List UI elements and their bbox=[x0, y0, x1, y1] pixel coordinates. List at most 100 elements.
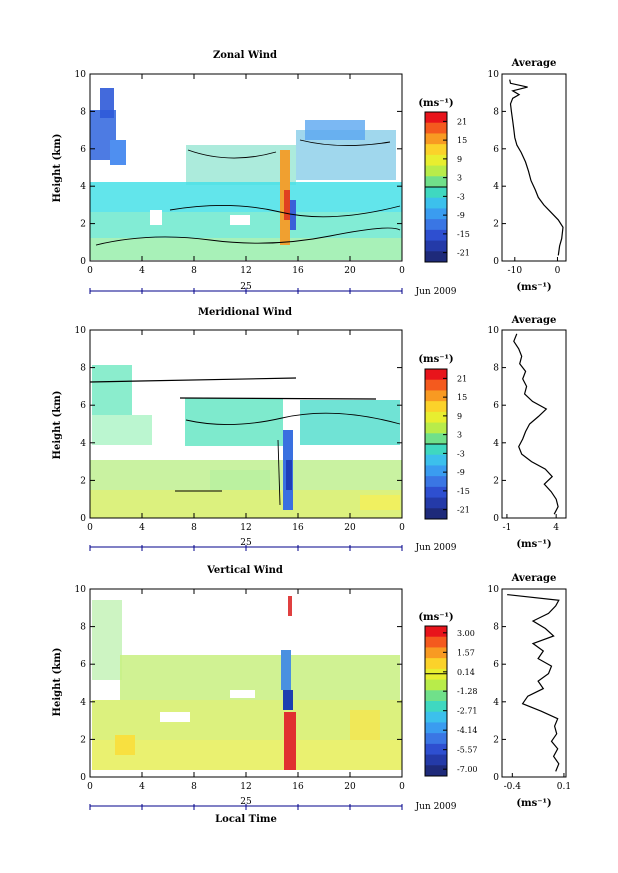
x-tick-label: 4 bbox=[139, 266, 145, 276]
average-profile-line bbox=[509, 79, 564, 256]
colorbar-frame bbox=[424, 625, 448, 777]
colorbar-tick-label: -9 bbox=[457, 468, 465, 477]
colorbar-tick-label: 1.57 bbox=[457, 648, 475, 657]
meridional-wind-ylabel: Height (km) bbox=[52, 391, 63, 460]
y-tick-label: 0 bbox=[80, 514, 86, 524]
colorbar-tick-label: 3.00 bbox=[457, 629, 475, 638]
avg-y-tick-label: 2 bbox=[493, 220, 499, 230]
vertical-wind-ylabel: Height (km) bbox=[52, 648, 63, 717]
avg-x-tick-label: -0.4 bbox=[504, 782, 522, 792]
y-tick-label: 8 bbox=[80, 364, 86, 374]
colorbar-swatch bbox=[425, 711, 447, 723]
vertical-wind-colorbar-unit: (ms⁻¹) bbox=[418, 612, 453, 623]
x-tick-label: 20 bbox=[344, 266, 356, 276]
y-tick-label: 6 bbox=[80, 401, 86, 411]
zonal-wind-average-frame bbox=[501, 73, 567, 262]
x-tick-label: 8 bbox=[191, 523, 197, 533]
colorbar-tick-label: -21 bbox=[457, 249, 470, 258]
vertical-wind-colorbar: 3.00 1.57 0.14 -1.28 -2.71 -4.14 -5.57 -7.00 bbox=[424, 625, 478, 777]
meridional-wind-colorbar-unit: (ms⁻¹) bbox=[418, 354, 453, 365]
y-tick-label: 10 bbox=[75, 585, 87, 595]
avg-y-tick-label: 4 bbox=[493, 698, 499, 708]
x-tick-label: 4 bbox=[139, 782, 145, 792]
colorbar-swatch bbox=[425, 240, 447, 252]
colorbar-swatch bbox=[425, 690, 447, 702]
x-tick-label: 0 bbox=[399, 523, 405, 533]
colorbar-swatch bbox=[425, 636, 447, 648]
colorbar-tick-label: -3 bbox=[457, 192, 465, 201]
y-tick-label: 6 bbox=[80, 145, 86, 155]
x-tick-label: 12 bbox=[240, 266, 251, 276]
avg-y-tick-label: 10 bbox=[488, 326, 500, 336]
avg-x-tick-label: 4 bbox=[553, 523, 559, 533]
x-tick-label: 12 bbox=[240, 523, 251, 533]
y-tick-label: 0 bbox=[80, 773, 86, 783]
avg-y-tick-label: 0 bbox=[493, 773, 499, 783]
colorbar-swatch bbox=[425, 626, 447, 638]
avg-x-tick-label: 0 bbox=[555, 266, 561, 276]
meridional-wind-date-label: Jun 2009 bbox=[415, 543, 457, 553]
zonal-wind-x-ticks: 0 4 8 12 16 20 0 bbox=[87, 74, 405, 294]
zonal-wind-date-label: Jun 2009 bbox=[415, 287, 457, 297]
y-tick-label: 2 bbox=[80, 476, 86, 486]
y-tick-label: 0 bbox=[80, 257, 86, 267]
colorbar-swatch bbox=[425, 679, 447, 691]
avg-y-tick-label: 10 bbox=[488, 70, 500, 80]
x-tick-label: 16 bbox=[292, 266, 304, 276]
colorbar-swatch bbox=[425, 658, 447, 670]
meridional-wind-average-title: Average bbox=[511, 315, 557, 326]
colorbar-tick-label: -2.71 bbox=[457, 707, 478, 716]
colorbar-swatch bbox=[425, 765, 447, 777]
colorbar-swatch bbox=[425, 112, 447, 124]
average-profile-line bbox=[507, 594, 560, 772]
avg-y-tick-label: 8 bbox=[493, 623, 499, 633]
colorbar-tick-label: -21 bbox=[457, 506, 470, 515]
vertical-wind-heatmap bbox=[92, 596, 402, 770]
vertical-wind-average-frame bbox=[501, 588, 567, 778]
colorbar-swatch bbox=[425, 133, 447, 145]
avg-y-tick-label: 6 bbox=[493, 401, 499, 411]
colorbar-tick-label: 3 bbox=[457, 174, 462, 183]
avg-x-tick-label: 0.1 bbox=[557, 782, 571, 792]
avg-x-tick-label: -10 bbox=[508, 266, 523, 276]
colorbar-swatch bbox=[425, 476, 447, 488]
zonal-wind-heatmap bbox=[90, 88, 402, 260]
colorbar-tick-label: 9 bbox=[457, 155, 462, 164]
colorbar-tick-label: -5.57 bbox=[457, 746, 478, 755]
colorbar-swatch bbox=[425, 219, 447, 231]
y-tick-label: 2 bbox=[80, 220, 86, 230]
vertical-wind-average-title: Average bbox=[511, 573, 557, 584]
avg-y-tick-label: 2 bbox=[493, 735, 499, 745]
x-tick-label: 16 bbox=[292, 523, 304, 533]
colorbar-swatch bbox=[425, 743, 447, 756]
x-tick-label: 20 bbox=[344, 782, 356, 792]
vertical-wind-day-label: 25 bbox=[240, 797, 252, 807]
colorbar-swatch bbox=[425, 379, 447, 391]
zonal-wind-panel: Zonal Wind Height (km) 0 4 8 12 16 20 0 0 02 24 4… bbox=[52, 50, 567, 297]
colorbar-tick-label: -3 bbox=[457, 449, 465, 458]
x-tick-label: 16 bbox=[292, 782, 304, 792]
colorbar-swatch bbox=[425, 508, 447, 520]
colorbar-swatch bbox=[425, 722, 447, 734]
colorbar-swatch bbox=[425, 486, 447, 499]
colorbar-tick-label: -15 bbox=[457, 230, 470, 239]
colorbar-swatch bbox=[425, 647, 447, 659]
meridional-wind-colorbar: 21 15 9 3 -3 -9 -15 -21 bbox=[424, 368, 470, 520]
colorbar-swatch bbox=[425, 754, 447, 766]
colorbar-swatch bbox=[425, 122, 447, 134]
colorbar-swatch bbox=[425, 411, 447, 424]
vertical-wind-xlabel: Local Time bbox=[215, 814, 277, 825]
colorbar-tick-label: -4.14 bbox=[457, 726, 478, 735]
x-tick-label: 0 bbox=[87, 266, 93, 276]
x-tick-label: 8 bbox=[191, 782, 197, 792]
vertical-wind-y-ticks: 0 0 2 2 4 4 6 6 8 8 10 10 bbox=[75, 585, 506, 783]
avg-y-tick-label: 10 bbox=[488, 585, 500, 595]
colorbar-tick-label: -1.28 bbox=[457, 687, 478, 696]
meridional-wind-average-xlabel: (ms⁻¹) bbox=[516, 539, 551, 550]
avg-y-tick-label: 6 bbox=[493, 145, 499, 155]
colorbar-swatch bbox=[425, 401, 447, 413]
vertical-wind-x-ticks: 0 4 8 12 16 20 0 bbox=[87, 589, 405, 810]
colorbar-tick-label: 21 bbox=[457, 117, 467, 126]
meridional-wind-x-ticks: 0 4 8 12 16 20 0 bbox=[87, 330, 405, 551]
avg-x-tick-label: -1 bbox=[503, 523, 512, 533]
